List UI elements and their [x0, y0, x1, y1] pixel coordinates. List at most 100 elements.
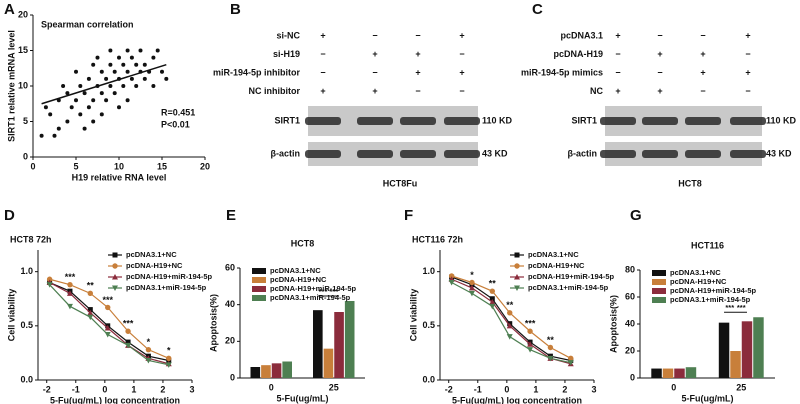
y-tick-label: 1.0	[20, 266, 33, 276]
x-tick-label: 0	[102, 384, 107, 394]
x-axis-label: 5-Fu(ug/mL) log concentration	[50, 395, 180, 404]
sign: −	[657, 30, 662, 40]
point	[108, 84, 113, 88]
sign: −	[657, 67, 662, 77]
point	[56, 126, 61, 131]
condition-label: pcDNA-H19	[553, 49, 603, 59]
annotation: **	[547, 335, 555, 345]
legend-marker	[514, 263, 520, 269]
band-label: SIRT1	[571, 115, 597, 125]
annotation: ***	[123, 319, 134, 329]
band-label: β-actin	[568, 148, 598, 158]
point	[74, 69, 78, 74]
point	[121, 84, 126, 88]
point	[105, 304, 111, 311]
legend-swatch	[252, 268, 266, 274]
panel-label: E	[226, 207, 236, 224]
sign: +	[745, 67, 750, 77]
bar	[344, 301, 355, 378]
legend-swatch	[652, 279, 666, 285]
point	[151, 55, 156, 60]
y-tick-label: 5	[23, 116, 28, 126]
point	[99, 69, 104, 74]
legend-label: pcDNA3.1+NC	[670, 268, 721, 277]
point	[66, 290, 73, 296]
point	[448, 280, 455, 286]
y-tick-label: 1.0	[422, 266, 435, 276]
x-tick-label: 15	[157, 161, 167, 171]
y-tick-label: 0	[230, 372, 235, 382]
panel-label: C	[532, 1, 543, 18]
point	[527, 328, 533, 334]
point	[527, 341, 534, 347]
point	[65, 119, 70, 124]
point	[129, 76, 134, 81]
x-tick-label: 0	[269, 382, 274, 392]
y-tick-label: 20	[18, 9, 28, 19]
blot-band	[600, 150, 636, 158]
sign: +	[372, 86, 377, 96]
point	[468, 284, 475, 291]
y-tick-label: 0.5	[422, 320, 435, 330]
x-tick-label: 10	[114, 161, 124, 171]
condition-label: pcDNA3.1	[560, 30, 603, 40]
point	[489, 296, 495, 302]
point	[165, 362, 172, 368]
sign: +	[459, 67, 464, 77]
point	[448, 273, 455, 279]
cell-line: HCT8Fu	[383, 178, 418, 188]
x-tick-label: 0	[504, 384, 509, 394]
condition-label: miR-194-5p mimics	[521, 67, 603, 77]
x-tick-label: -1	[474, 384, 482, 394]
point	[61, 84, 66, 88]
sign: +	[415, 67, 420, 77]
legend-label: pcDNA3.1+miR-194-5p	[528, 283, 609, 292]
legend-label: pcDNA3.1+NC	[126, 250, 177, 259]
legend-swatch	[252, 295, 266, 301]
y-tick-label: 0	[23, 151, 28, 161]
sign: −	[372, 67, 377, 77]
point	[87, 314, 94, 321]
point	[95, 55, 100, 60]
sign: −	[615, 67, 620, 77]
legend-label: pcDNA3.1+miR-194-5p	[126, 283, 207, 292]
bar	[741, 321, 753, 378]
y-axis-label: Cell viability	[6, 289, 16, 342]
sign: −	[700, 86, 705, 96]
point	[87, 290, 94, 297]
y-axis-label: Cell viability	[408, 289, 418, 342]
blot-band	[444, 150, 480, 158]
x-tick-label: 2	[160, 384, 165, 394]
sign: +	[372, 49, 377, 59]
point	[108, 48, 113, 53]
sign: +	[320, 30, 325, 40]
chart-title: HCT8	[291, 238, 315, 248]
point	[547, 344, 554, 351]
bar	[313, 310, 323, 378]
y-axis-label: SIRT1 relative mRNA level	[6, 30, 16, 142]
sign: +	[615, 86, 620, 96]
legend-marker	[514, 252, 520, 258]
point	[39, 133, 44, 138]
sign: −	[459, 86, 464, 96]
panel-label: G	[630, 207, 642, 224]
blot-band	[685, 117, 721, 125]
annotation: *	[167, 346, 171, 356]
annotation: **	[489, 279, 497, 289]
x-tick-label: 0	[30, 161, 35, 171]
blot-band	[400, 117, 436, 125]
sign: −	[615, 49, 620, 59]
point	[527, 347, 534, 353]
point	[78, 84, 83, 88]
x-tick-label: 3	[189, 384, 194, 394]
x-tick-label: 25	[329, 382, 339, 392]
y-tick-label: 60	[625, 291, 635, 301]
sign: +	[700, 67, 705, 77]
point	[82, 91, 87, 96]
point	[91, 119, 96, 124]
point	[99, 112, 104, 117]
sign: −	[745, 49, 750, 59]
point	[469, 279, 475, 286]
sign: +	[459, 30, 464, 40]
legend-swatch	[652, 270, 666, 276]
